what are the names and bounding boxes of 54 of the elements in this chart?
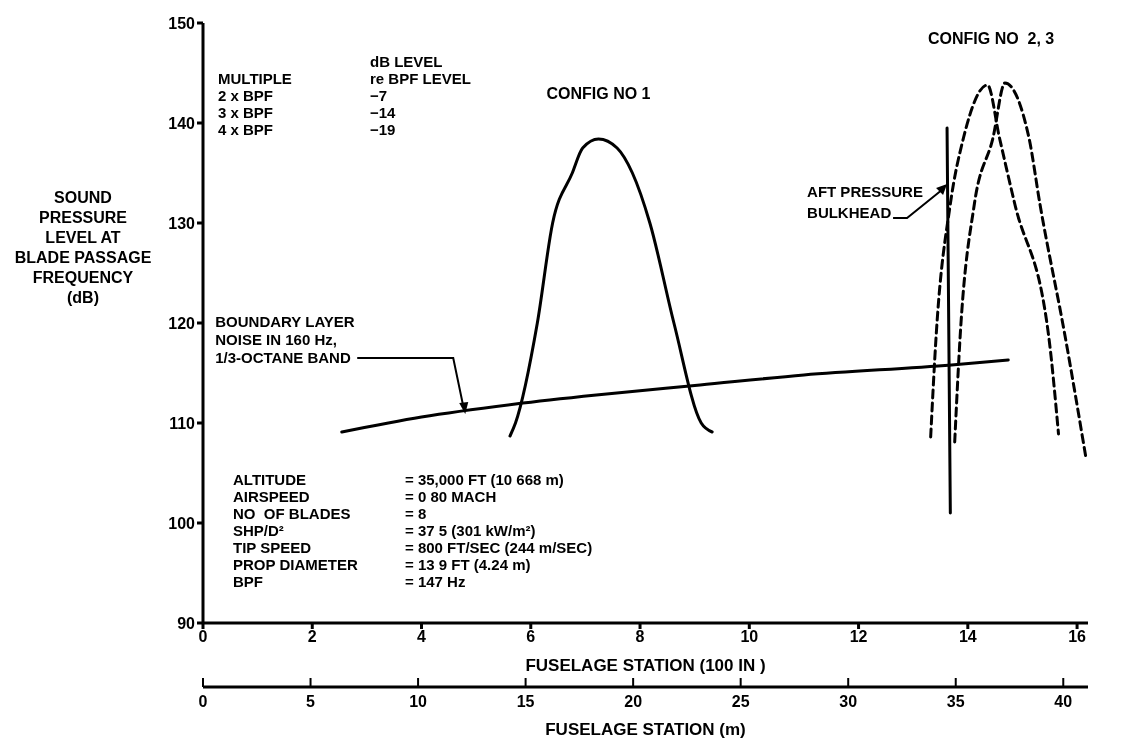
- annotation: NO OF BLADES: [233, 505, 352, 522]
- y-tick-label: 140: [168, 114, 196, 132]
- y-axis-title: SOUND PRESSURE LEVEL AT BLADE PASSAGE FREQUENCY (dB): [13, 188, 153, 308]
- annotation: AIRSPEED: [233, 488, 311, 505]
- x2-tick-label: 20: [624, 693, 643, 710]
- y-tick-label: 120: [168, 314, 196, 332]
- x-tick-label: 14: [958, 628, 977, 646]
- x2-tick-label: 15: [516, 693, 535, 710]
- x2-tick-label: 35: [946, 693, 965, 710]
- x2-tick-label: 40: [1054, 693, 1073, 710]
- x2-tick-label: 5: [306, 693, 316, 710]
- annotation: −7: [370, 87, 389, 104]
- x-tick-label: 0: [198, 628, 208, 646]
- annotation: BOUNDARY LAYER NOISE IN 160 Hz, 1/3-OCTANE BAND: [215, 313, 355, 366]
- annotation: AFT PRESSURE BULKHEAD: [807, 183, 923, 221]
- x-tick-label: 12: [849, 628, 868, 646]
- y-tick-label: 110: [169, 414, 196, 432]
- annotation: 4 x BPF: [218, 121, 275, 138]
- annotation: MULTIPLE: [218, 70, 293, 87]
- x-tick-label: 2: [307, 628, 317, 646]
- annotation: SHP/D²: [233, 522, 285, 539]
- y-tick-label: 150: [168, 14, 196, 32]
- annotation: = 35,000 FT (10 668 m): [405, 471, 565, 488]
- x-tick-label: 10: [740, 628, 759, 646]
- annotation: = 37 5 (301 kW/m²): [405, 522, 537, 539]
- x2-tick-label: 30: [839, 693, 858, 710]
- annotation: TIP SPEED: [233, 539, 313, 556]
- annotation: −19: [370, 121, 397, 138]
- x-tick-label: 4: [417, 628, 427, 646]
- y-tick-label: 100: [168, 514, 196, 532]
- x2-axis-title: FUSELAGE STATION (m): [545, 720, 746, 739]
- annotation: 2 x BPF: [218, 87, 275, 104]
- annotation: PROP DIAMETER: [233, 556, 359, 573]
- annotation: 3 x BPF: [218, 104, 275, 121]
- annotation: CONFIG NO 1: [546, 85, 651, 102]
- annotation: ALTITUDE: [233, 471, 308, 488]
- annotation: BPF: [233, 573, 264, 590]
- x-tick-label: 16: [1068, 628, 1087, 646]
- y-tick-label: 130: [168, 214, 196, 232]
- annotation: CONFIG NO 2, 3: [928, 30, 1055, 47]
- y-tick-label: 90: [177, 614, 196, 632]
- annotation: = 800 FT/SEC (244 m/SEC): [405, 539, 593, 556]
- annotation: = 147 Hz: [405, 573, 467, 590]
- x2-tick-label: 0: [198, 693, 208, 710]
- annotation: dB LEVEL re BPF LEVEL: [370, 53, 472, 87]
- annotation: = 8: [405, 505, 428, 522]
- x-tick-label: 6: [526, 628, 536, 646]
- annotation: = 0 80 MACH: [405, 488, 498, 505]
- x-axis-title: FUSELAGE STATION (100 IN ): [525, 656, 766, 675]
- annotation: = 13 9 FT (4.24 m): [405, 556, 532, 573]
- x-tick-label: 8: [635, 628, 645, 646]
- x2-tick-label: 25: [731, 693, 750, 710]
- annotation: −14: [370, 104, 397, 121]
- x2-tick-label: 10: [409, 693, 428, 710]
